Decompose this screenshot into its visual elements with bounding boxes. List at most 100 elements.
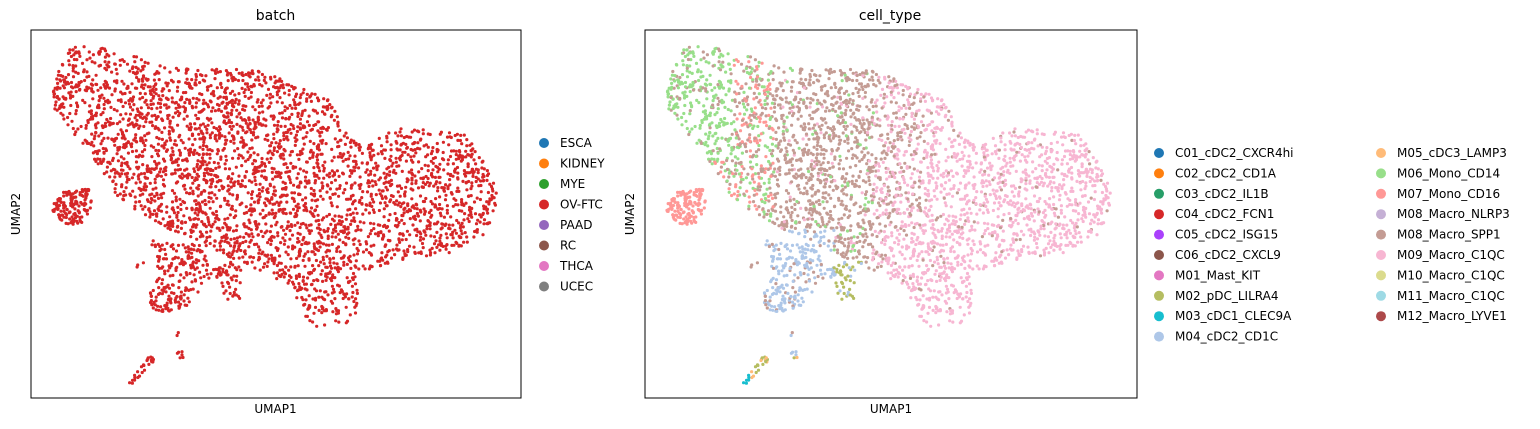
data-point xyxy=(197,132,201,136)
data-point xyxy=(316,120,320,124)
data-point xyxy=(364,208,368,212)
data-point xyxy=(469,213,473,217)
data-point xyxy=(58,197,63,201)
data-point xyxy=(1071,189,1075,193)
data-point xyxy=(286,245,290,249)
data-point xyxy=(302,142,306,146)
data-point xyxy=(228,291,232,296)
data-point xyxy=(388,239,392,243)
data-point xyxy=(472,200,477,204)
data-point xyxy=(248,221,252,225)
data-point xyxy=(237,99,241,103)
data-point xyxy=(399,186,404,190)
data-point xyxy=(243,249,247,253)
data-point xyxy=(269,156,273,160)
data-point xyxy=(883,101,887,105)
data-point xyxy=(182,260,186,264)
data-point xyxy=(454,198,458,202)
data-point xyxy=(145,103,149,107)
data-point xyxy=(882,230,887,234)
data-point xyxy=(297,240,301,244)
data-point xyxy=(290,106,294,110)
data-point xyxy=(238,203,242,207)
data-point xyxy=(357,267,361,271)
data-point xyxy=(176,205,180,209)
data-point xyxy=(119,164,124,168)
data-point xyxy=(361,264,365,268)
data-point xyxy=(425,224,429,228)
data-point xyxy=(70,119,74,123)
data-point xyxy=(159,193,163,197)
data-point xyxy=(215,127,219,131)
data-point xyxy=(461,225,465,229)
data-point xyxy=(89,109,93,113)
data-point xyxy=(354,229,358,233)
data-point xyxy=(225,111,229,115)
data-point xyxy=(135,265,139,269)
data-point xyxy=(339,138,343,142)
data-point xyxy=(266,260,270,264)
data-point xyxy=(937,323,941,327)
data-point xyxy=(298,167,302,171)
data-point xyxy=(813,123,817,127)
data-point xyxy=(451,204,455,208)
data-point xyxy=(328,187,332,191)
data-point xyxy=(695,141,699,145)
data-point xyxy=(179,138,183,142)
data-point xyxy=(185,206,189,210)
data-point xyxy=(359,228,363,232)
data-point xyxy=(138,97,142,101)
data-point xyxy=(1089,196,1093,200)
data-point xyxy=(1046,242,1051,246)
data-point xyxy=(204,101,208,105)
data-point xyxy=(193,178,197,182)
data-point xyxy=(122,133,126,138)
data-point xyxy=(211,106,215,110)
data-point xyxy=(234,287,238,291)
data-point xyxy=(352,216,356,220)
data-point xyxy=(344,235,348,239)
data-point xyxy=(223,91,228,95)
data-point xyxy=(256,233,260,237)
data-point xyxy=(1086,200,1091,204)
data-point xyxy=(135,107,139,111)
data-point xyxy=(301,147,305,151)
data-point xyxy=(334,319,338,323)
data-point xyxy=(1056,215,1060,219)
data-point xyxy=(447,143,451,147)
data-point xyxy=(808,78,812,82)
data-point xyxy=(205,230,209,234)
data-point xyxy=(183,246,187,250)
data-point xyxy=(296,236,300,241)
data-point xyxy=(160,196,164,200)
data-point xyxy=(863,203,867,207)
data-point xyxy=(215,139,219,143)
data-point xyxy=(232,181,236,185)
data-point xyxy=(409,135,413,139)
data-point xyxy=(191,261,195,265)
data-point xyxy=(490,187,494,191)
data-point xyxy=(236,179,240,183)
data-point xyxy=(176,243,181,247)
data-point xyxy=(275,271,279,275)
data-point xyxy=(301,109,305,113)
data-point xyxy=(116,159,120,163)
data-point xyxy=(256,75,260,79)
data-point xyxy=(180,353,184,357)
data-point xyxy=(767,219,772,223)
data-point xyxy=(261,208,265,212)
data-point xyxy=(128,192,132,196)
data-point xyxy=(869,194,874,198)
data-point xyxy=(244,72,248,77)
data-point xyxy=(227,120,231,124)
data-point xyxy=(143,175,147,179)
data-point xyxy=(796,174,801,178)
data-point xyxy=(88,104,92,108)
data-point xyxy=(183,232,187,236)
data-point xyxy=(866,256,870,260)
data-point xyxy=(967,154,971,158)
data-point xyxy=(1105,181,1110,185)
data-point xyxy=(287,274,292,278)
data-point xyxy=(53,86,57,90)
data-point xyxy=(906,126,910,131)
